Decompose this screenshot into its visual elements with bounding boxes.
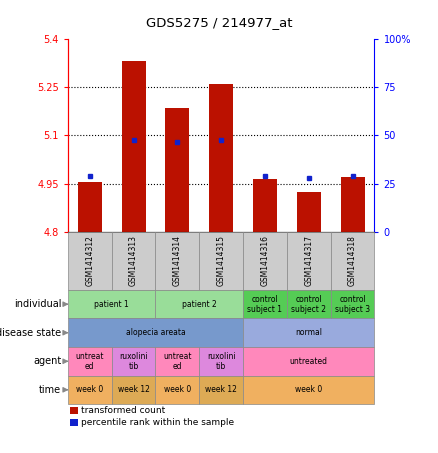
Text: GSM1414312: GSM1414312 xyxy=(85,236,94,286)
Text: week 0: week 0 xyxy=(295,386,322,394)
Text: normal: normal xyxy=(295,328,322,337)
Text: GSM1414318: GSM1414318 xyxy=(348,236,357,286)
Bar xyxy=(341,177,364,232)
Bar xyxy=(209,84,233,232)
Text: GSM1414317: GSM1414317 xyxy=(304,236,313,286)
Text: alopecia areata: alopecia areata xyxy=(126,328,185,337)
Bar xyxy=(122,61,145,232)
Bar xyxy=(78,182,102,232)
Text: transformed count: transformed count xyxy=(81,406,165,415)
Text: untreat
ed: untreat ed xyxy=(75,352,104,371)
Text: GDS5275 / 214977_at: GDS5275 / 214977_at xyxy=(146,16,292,29)
Text: week 12: week 12 xyxy=(118,386,149,394)
Text: agent: agent xyxy=(33,356,61,366)
Bar xyxy=(297,192,321,232)
Bar xyxy=(166,108,190,232)
Text: untreat
ed: untreat ed xyxy=(163,352,192,371)
Text: untreated: untreated xyxy=(290,357,328,366)
Text: percentile rank within the sample: percentile rank within the sample xyxy=(81,418,234,427)
Text: ruxolini
tib: ruxolini tib xyxy=(119,352,148,371)
Text: GSM1414315: GSM1414315 xyxy=(217,236,226,286)
Text: individual: individual xyxy=(14,299,61,309)
Text: time: time xyxy=(39,385,61,395)
Text: GSM1414314: GSM1414314 xyxy=(173,236,182,286)
Text: ruxolini
tib: ruxolini tib xyxy=(207,352,236,371)
Text: patient 1: patient 1 xyxy=(94,300,129,308)
Text: week 0: week 0 xyxy=(164,386,191,394)
Bar xyxy=(253,179,277,232)
Text: disease state: disease state xyxy=(0,328,61,338)
Text: week 0: week 0 xyxy=(76,386,103,394)
Text: control
subject 2: control subject 2 xyxy=(291,295,326,313)
Text: week 12: week 12 xyxy=(205,386,237,394)
Text: control
subject 1: control subject 1 xyxy=(247,295,283,313)
Text: control
subject 3: control subject 3 xyxy=(335,295,370,313)
Text: GSM1414316: GSM1414316 xyxy=(261,236,269,286)
Text: GSM1414313: GSM1414313 xyxy=(129,236,138,286)
Text: patient 2: patient 2 xyxy=(182,300,217,308)
